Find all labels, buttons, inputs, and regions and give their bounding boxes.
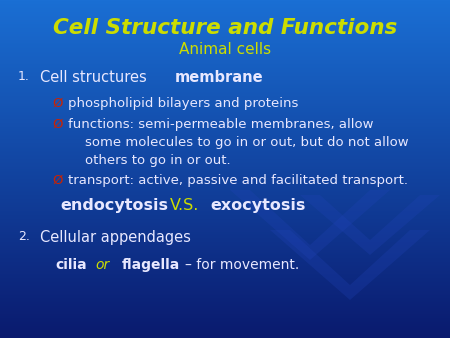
Text: others to go in or out.: others to go in or out. (85, 154, 230, 167)
Text: Cell Structure and Functions: Cell Structure and Functions (53, 18, 397, 38)
Text: membrane: membrane (175, 70, 264, 85)
Text: Cell structures: Cell structures (40, 70, 151, 85)
Text: phospholipid bilayers and proteins: phospholipid bilayers and proteins (68, 97, 298, 110)
Text: 2.: 2. (18, 230, 30, 243)
Text: Cellular appendages: Cellular appendages (40, 230, 191, 245)
Text: exocytosis: exocytosis (210, 198, 306, 213)
Text: some molecules to go in or out, but do not allow: some molecules to go in or out, but do n… (85, 136, 409, 149)
Text: endocytosis: endocytosis (60, 198, 168, 213)
Text: functions: semi-permeable membranes, allow: functions: semi-permeable membranes, all… (68, 118, 373, 131)
Polygon shape (270, 230, 430, 300)
Text: V.S.: V.S. (170, 198, 199, 213)
Text: Ø: Ø (52, 97, 63, 110)
Text: or: or (95, 258, 109, 272)
Text: Ø: Ø (52, 174, 63, 187)
Text: – for movement.: – for movement. (185, 258, 299, 272)
Text: flagella: flagella (122, 258, 180, 272)
Text: 1.: 1. (18, 70, 30, 83)
Text: transport: active, passive and facilitated transport.: transport: active, passive and facilitat… (68, 174, 408, 187)
Text: Ø: Ø (52, 118, 63, 131)
Text: Animal cells: Animal cells (179, 42, 271, 57)
Text: cilia: cilia (55, 258, 86, 272)
Polygon shape (230, 190, 390, 260)
Polygon shape (300, 195, 440, 255)
